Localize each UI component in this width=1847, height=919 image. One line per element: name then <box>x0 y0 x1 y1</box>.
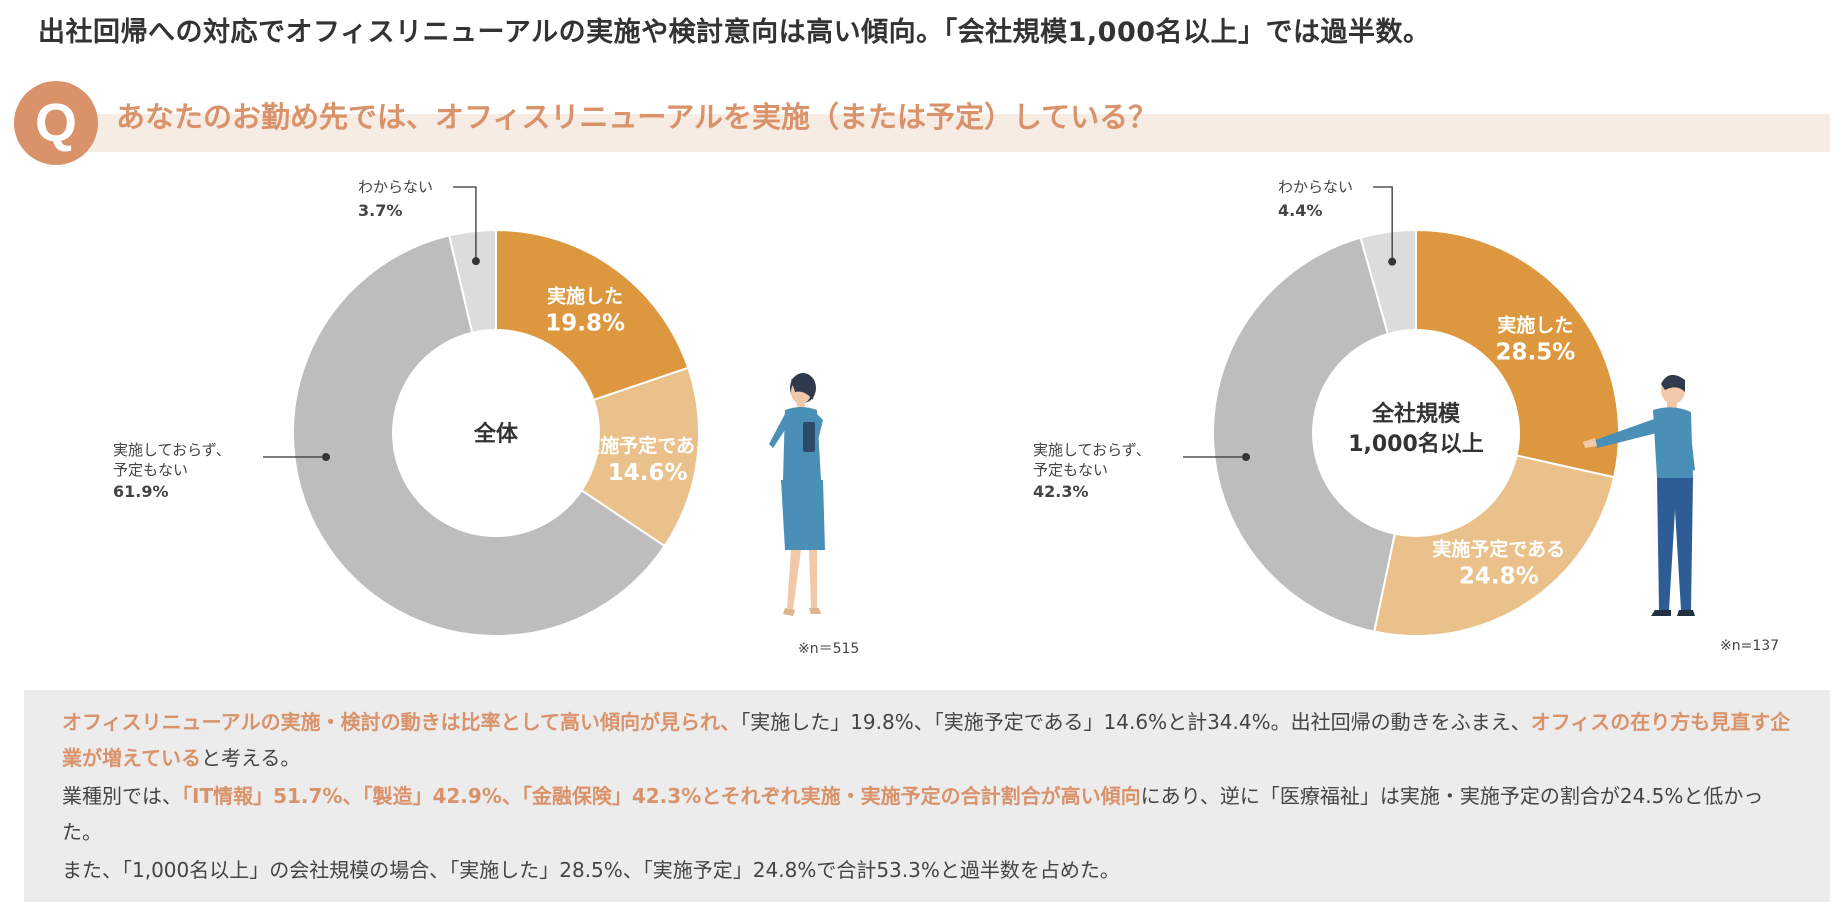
summary-paragraph-3: また、「1,000名以上」の会社規模の場合、「実施した」28.5%、「実施予定」… <box>62 852 1802 888</box>
chart2-label-0: 実施した <box>1497 313 1573 336</box>
chart2-label-3: わからない <box>1278 178 1353 196</box>
chart2-slice-2 <box>1212 236 1396 633</box>
chart1-value-1: 14.6% <box>608 460 688 486</box>
chart1-label-2-line1: 実施しておらず、 <box>113 441 231 459</box>
chart1-leader-3 <box>453 186 477 262</box>
chart1-value-0: 19.8% <box>545 311 625 337</box>
chart2-label-2-line1: 実施しておらず、 <box>1033 441 1151 459</box>
chart1-slice-0 <box>495 228 690 402</box>
chart2-label-2-line2: 予定もない <box>1033 461 1108 479</box>
chart2-slice-1 <box>1373 454 1616 637</box>
summary-p2-segment-0: 業種別では、 <box>62 784 182 808</box>
summary-p1-segment-3: と考える。 <box>201 746 301 770</box>
summary-p2-segment-2: にあり、逆に「医療福祉」は実施・実施予定の割合が24.5%と低かった。 <box>62 784 1764 844</box>
summary-p1-segment-1: 「実施した」19.8%、「実施予定である」14.6%と計34.4%。出社回帰の動… <box>740 710 1531 734</box>
donut-charts: 全体実施した19.8%実施予定である14.6%実施しておらず、予定もない61.9… <box>113 178 1620 637</box>
chart2-value-3: 4.4% <box>1278 201 1322 220</box>
chart1-center-label: 全体 <box>473 421 519 447</box>
chart2-value-2: 42.3% <box>1033 482 1089 501</box>
summary-p3-segment-0: また、「1,000名以上」の会社規模の場合、「実施した」28.5%、「実施予定」… <box>62 858 1120 882</box>
chart1-slice-3 <box>448 228 497 334</box>
chart1-label-1: 実施予定である <box>581 434 714 457</box>
chart1-label-0: 実施した <box>547 285 623 308</box>
chart2-slice-3 <box>1359 228 1417 336</box>
chart1-leader-dot-3 <box>471 257 480 266</box>
question-mark-badge: Q <box>14 81 98 165</box>
chart2-value-1: 24.8% <box>1459 564 1539 590</box>
chart2-slice-0 <box>1415 228 1620 479</box>
chart2-label-1: 実施予定である <box>1432 538 1565 561</box>
chart2-leader-3 <box>1373 186 1393 262</box>
chart2-center-label-line2: 1,000名以上 <box>1348 431 1484 457</box>
sample-size-note-2: ※n=137 <box>1720 638 1780 654</box>
chart1-label-2-line2: 予定もない <box>113 461 188 479</box>
question-band <box>60 114 1830 152</box>
summary-p2-segment-1: 「IT情報」51.7%、「製造」42.9%、「金融保険」42.3%とそれぞれ実施… <box>182 784 1141 808</box>
chart2-center-label-line1: 全社規模 <box>1371 401 1461 427</box>
chart1-value-2: 61.9% <box>113 482 169 501</box>
chart2-value-0: 28.5% <box>1496 339 1576 365</box>
summary-p1-segment-2: オフィスの在り方も見直す企業が増えている <box>62 710 1791 770</box>
chart1-slice-2 <box>292 234 667 637</box>
chart1-label-3: わからない <box>358 178 433 196</box>
man-illustration <box>1583 374 1695 616</box>
headline: 出社回帰への対応でオフィスリニューアルの実施や検討意向は高い傾向。「会社規模1,… <box>38 17 1431 48</box>
summary-paragraph-1: オフィスリニューアルの実施・検討の動きは比率として高い傾向が見られ、「実施した」… <box>62 704 1802 776</box>
woman-illustration <box>769 373 825 616</box>
summary-p1-segment-0: オフィスリニューアルの実施・検討の動きは比率として高い傾向が見られ、 <box>62 710 741 734</box>
chart2-leader-dot-2 <box>1242 453 1250 461</box>
summary-box: オフィスリニューアルの実施・検討の動きは比率として高い傾向が見られ、「実施した」… <box>24 690 1830 902</box>
summary-paragraph-2: 業種別では、「IT情報」51.7%、「製造」42.9%、「金融保険」42.3%と… <box>62 778 1802 850</box>
chart1-value-3: 3.7% <box>358 201 402 220</box>
sample-size-note-1: ※n＝515 <box>798 641 860 657</box>
chart1-leader-dot-2 <box>322 453 330 461</box>
chart2-leader-dot-3 <box>1388 257 1397 266</box>
question-text: あなたのお勤め先では、オフィスリニューアルを実施（または予定）している？ <box>116 100 1158 134</box>
